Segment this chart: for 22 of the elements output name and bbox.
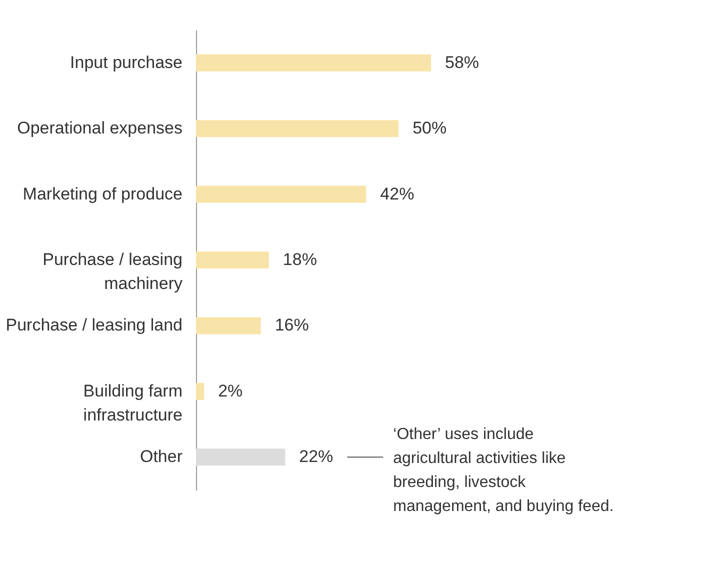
data-label: 42% xyxy=(380,184,414,204)
bar xyxy=(196,120,399,138)
data-label: 18% xyxy=(282,250,317,269)
bar xyxy=(196,382,204,400)
data-label: 50% xyxy=(412,118,447,138)
y-tick-label: Marketing of produce xyxy=(22,184,182,204)
y-tick-label: Input purchase xyxy=(70,52,182,72)
annotation: ‘Other’ uses include agricultural activities like breeding, livestock management, and buying feed. xyxy=(393,426,614,516)
y-tick-label: Purchase / leasing land xyxy=(6,316,182,335)
bar xyxy=(196,252,269,268)
data-label: 16% xyxy=(274,316,309,335)
data-label: 2% xyxy=(218,381,243,400)
bar xyxy=(196,54,431,72)
bar xyxy=(196,448,286,466)
y-tick-label: Purchase / leasing machinery xyxy=(42,250,183,293)
bar xyxy=(196,317,261,334)
y-tick-label: Other xyxy=(140,447,183,466)
y-tick-label: Operational expenses xyxy=(17,118,182,138)
y-tick-label: Building farm infrastructure xyxy=(83,381,182,424)
data-label: 22% xyxy=(299,447,334,466)
data-label: 58% xyxy=(445,52,480,72)
bar xyxy=(196,186,366,203)
